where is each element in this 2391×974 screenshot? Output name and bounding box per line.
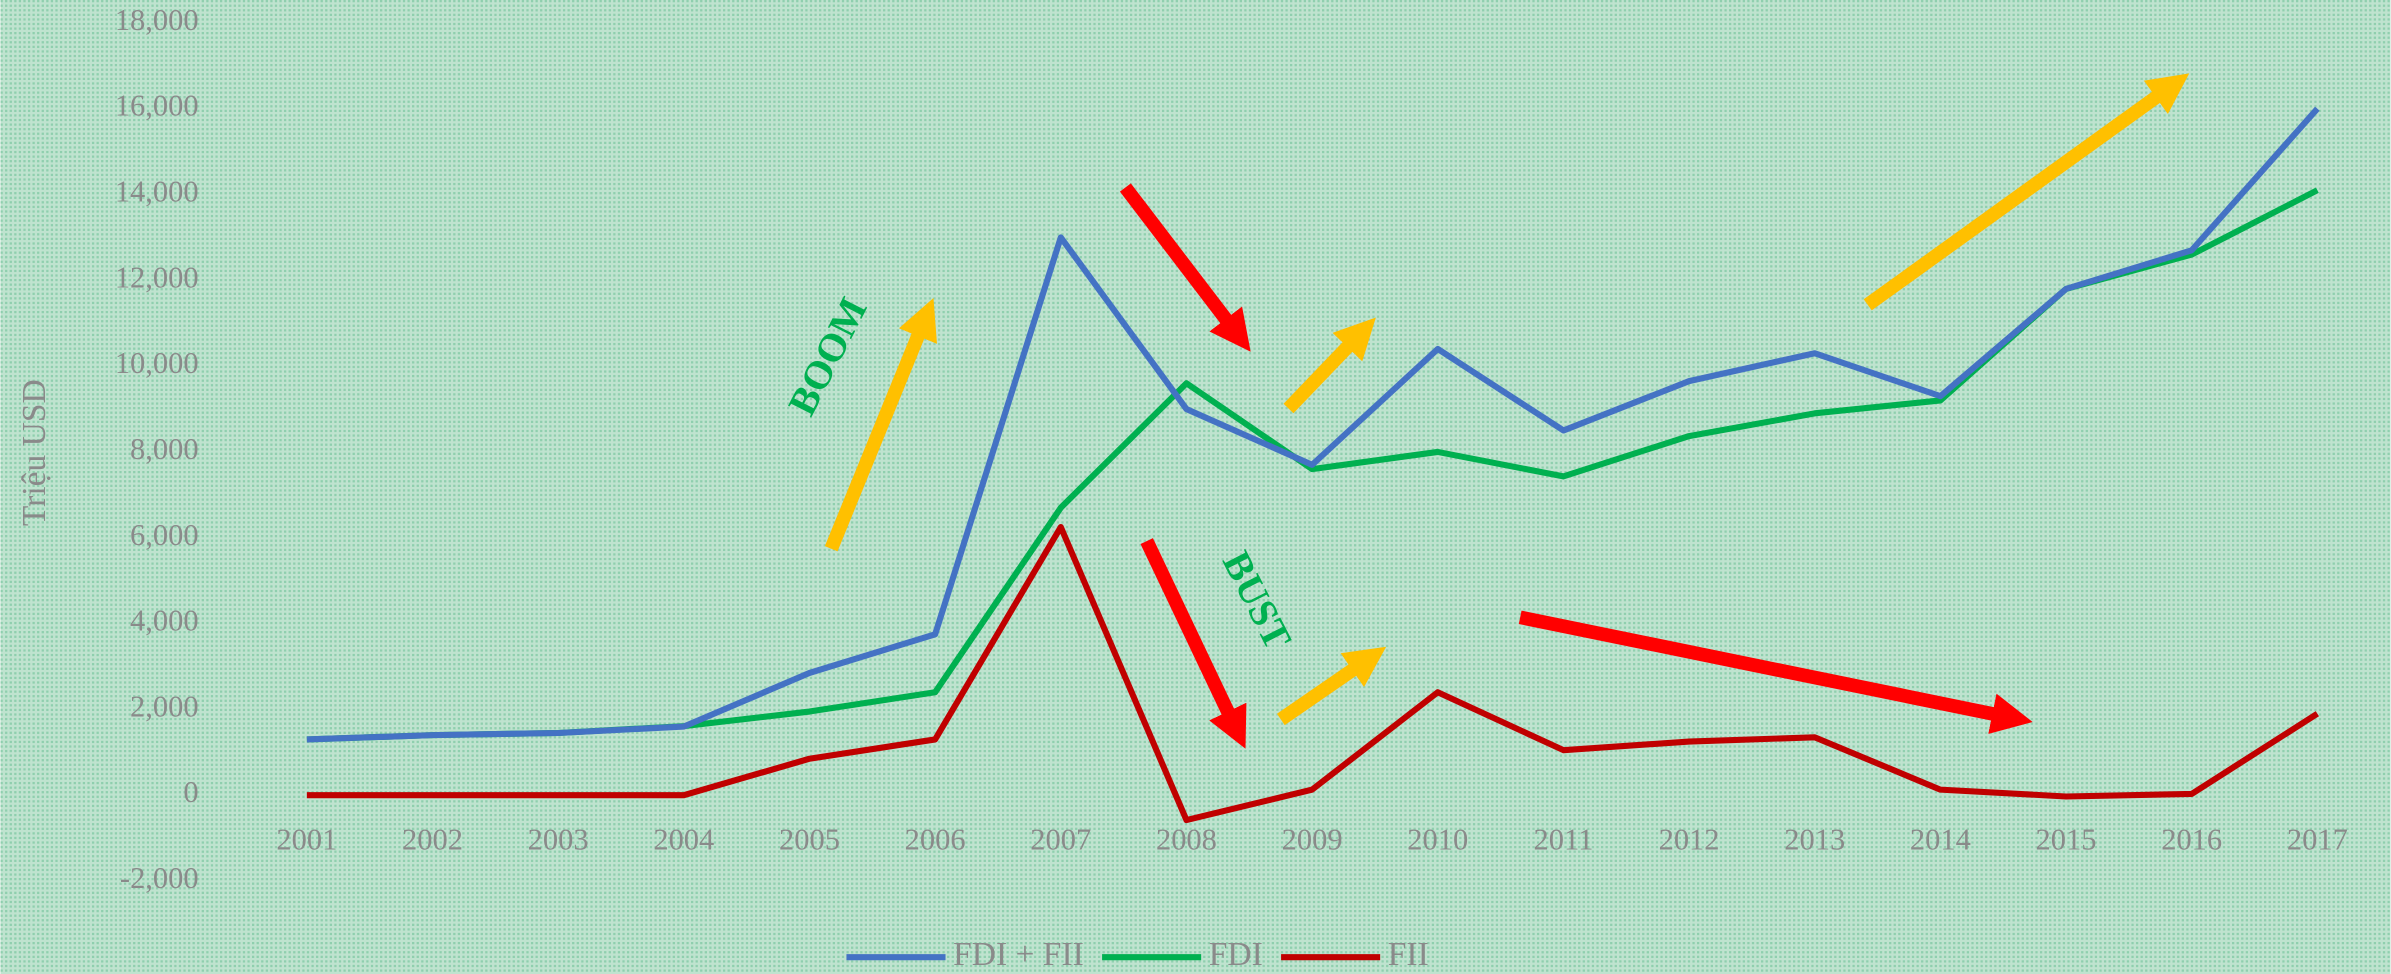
y-tick-label: 8,000 (130, 432, 199, 466)
legend-label: FDI + FII (953, 936, 1084, 973)
y-tick-label: 16,000 (115, 89, 199, 123)
arrow (1863, 73, 2190, 311)
y-tick-label: 18,000 (115, 3, 199, 37)
legend-label: FDI (1209, 936, 1263, 973)
x-tick-label: 2014 (1910, 822, 1971, 856)
x-tick-label: 2013 (1784, 822, 1845, 856)
y-tick-label: 12,000 (115, 260, 199, 294)
x-tick-label: 2016 (2161, 822, 2222, 856)
x-tick-label: 2012 (1659, 822, 1720, 856)
x-tick-label: 2010 (1407, 822, 1468, 856)
x-tick-label: 2004 (653, 822, 714, 856)
arrow (1119, 183, 1251, 352)
x-tick-label: 2009 (1282, 822, 1343, 856)
arrow (1140, 538, 1247, 749)
y-tick-label: -2,000 (120, 861, 199, 895)
legend-label: FII (1388, 936, 1429, 973)
y-tick-label: 14,000 (115, 174, 199, 208)
series-line (306, 106, 2320, 743)
x-tick-label: 2017 (2287, 822, 2348, 856)
x-tick-label: 2005 (779, 822, 840, 856)
y-tick-label: 4,000 (130, 604, 199, 638)
x-tick-label: 2007 (1030, 822, 1091, 856)
arrow (1276, 646, 1387, 726)
arrow (1283, 317, 1376, 414)
x-tick-label: 2001 (276, 822, 337, 856)
arrows (824, 73, 2190, 749)
x-tick-label: 2015 (2036, 822, 2097, 856)
x-tick-label: 2006 (905, 822, 966, 856)
x-tick-label: 2008 (1156, 822, 1217, 856)
y-tick-label: 0 (183, 775, 198, 809)
y-tick-label: 10,000 (115, 346, 199, 380)
y-axis-label: Triệu USD (16, 379, 53, 526)
arrow (824, 297, 937, 552)
x-tick-label: 2003 (528, 822, 589, 856)
x-tick-label: 2002 (402, 822, 463, 856)
series-line (306, 523, 2319, 824)
arrow (1518, 610, 2033, 734)
y-tick-label: 6,000 (130, 518, 199, 552)
y-tick-label: 2,000 (130, 689, 199, 723)
x-tick-label: 2011 (1534, 822, 1594, 856)
